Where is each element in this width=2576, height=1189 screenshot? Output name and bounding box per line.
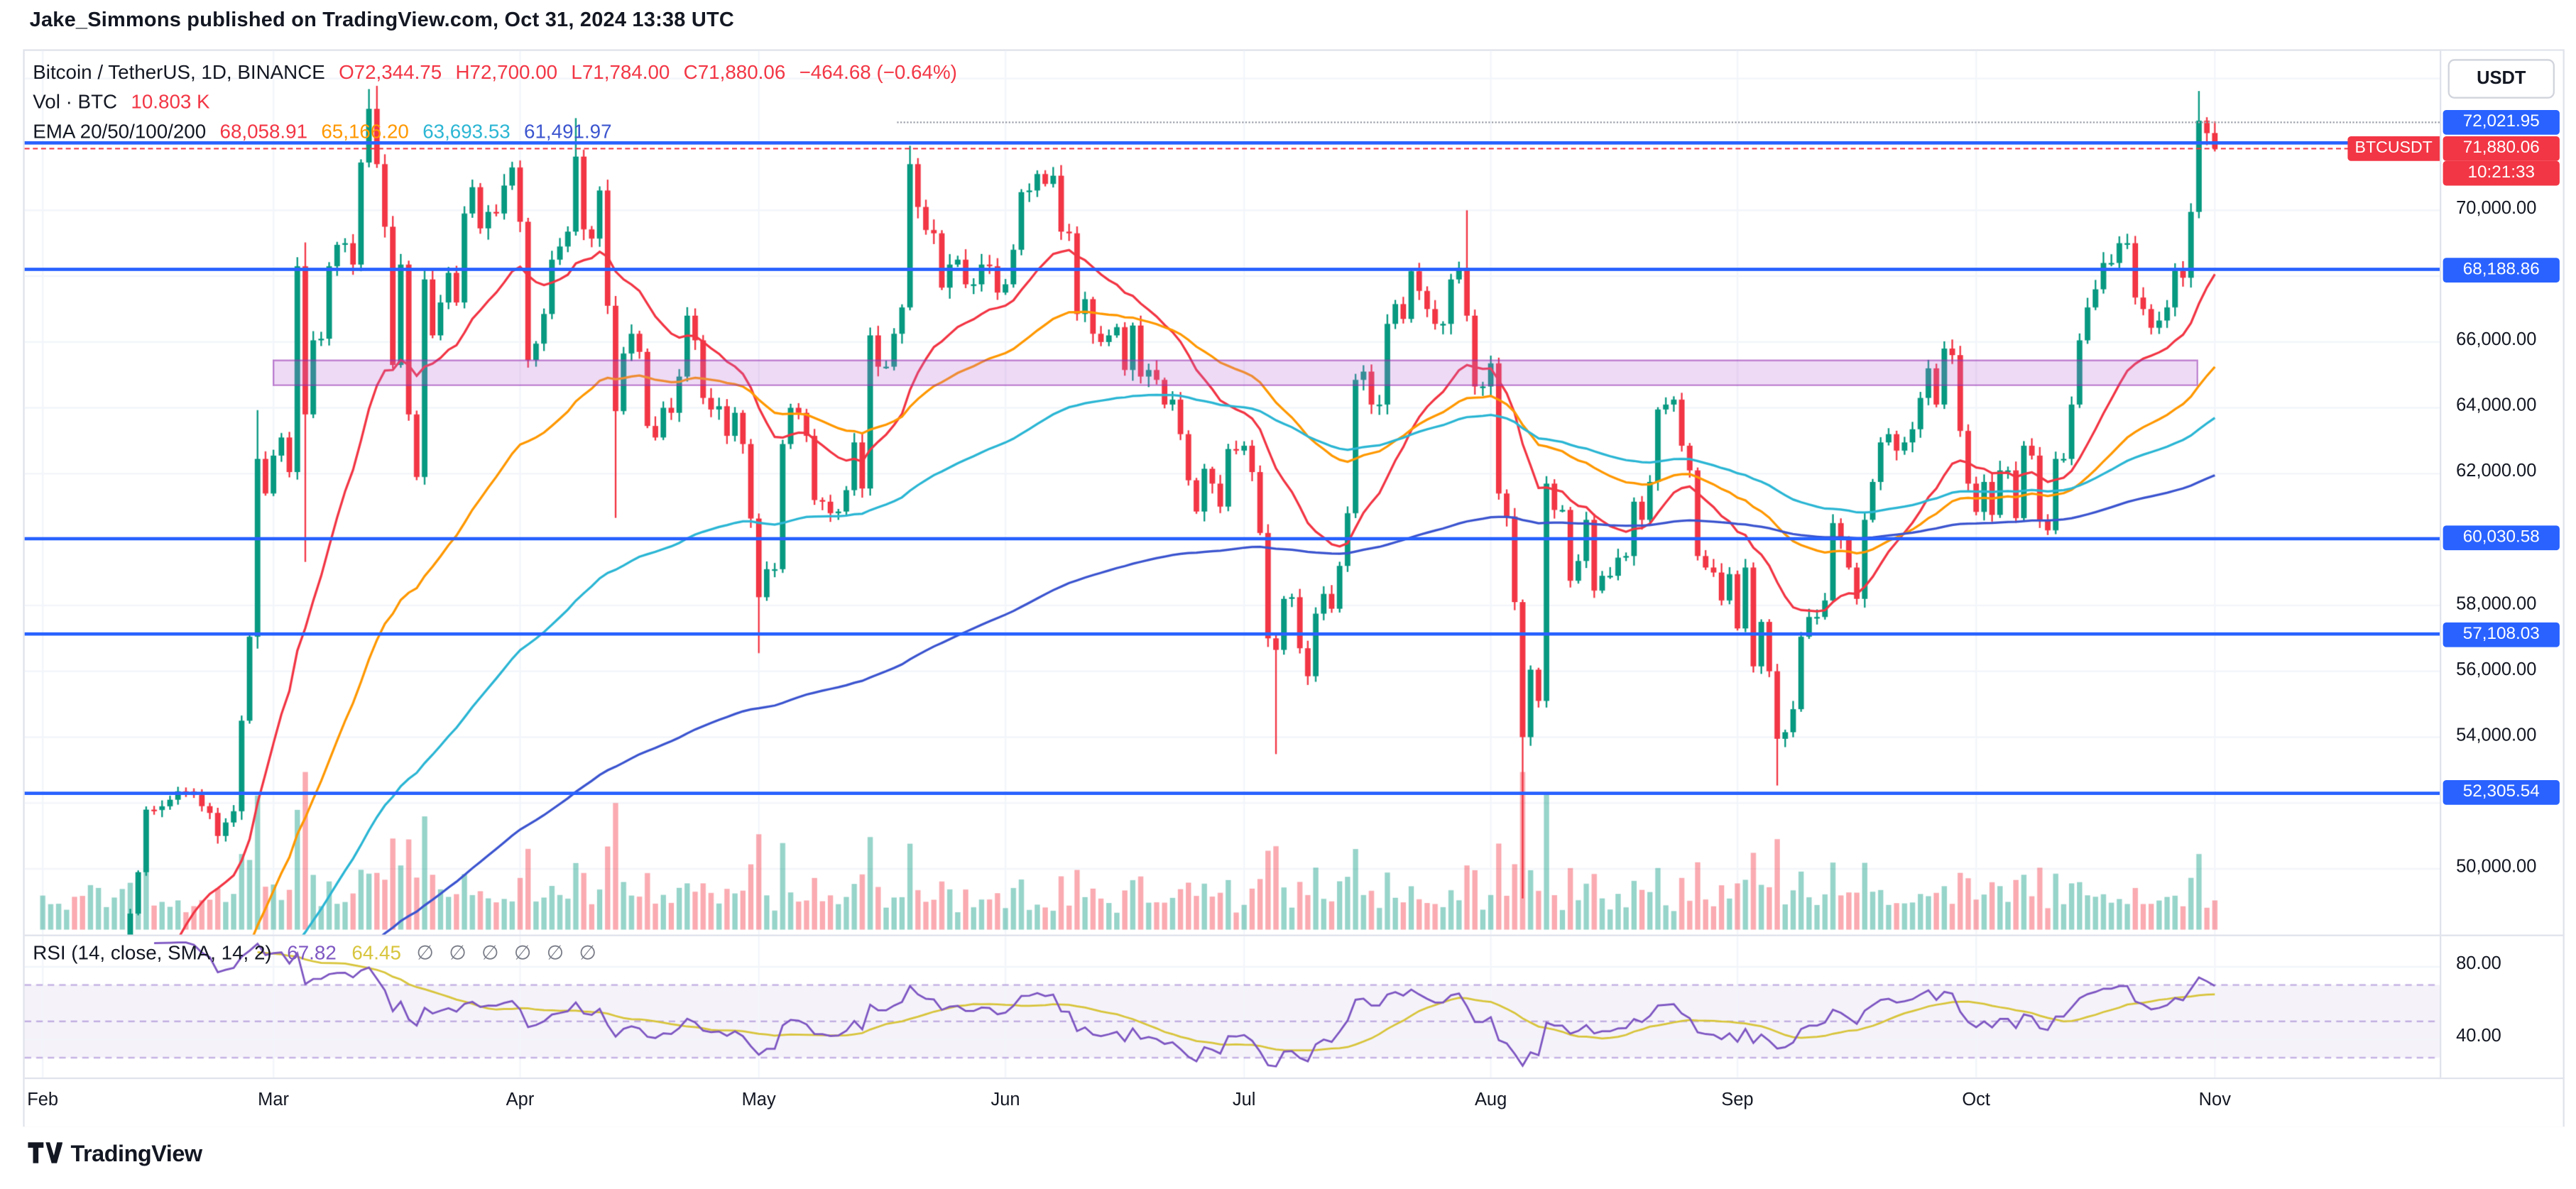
rsi-value-signal: 64.45 [351, 941, 401, 965]
horizontal-price-line[interactable] [24, 537, 2440, 540]
ohlc-change: −464.68 (−0.64%) [799, 60, 957, 84]
symbol-title[interactable]: Bitcoin / TetherUS, 1D, BINANCE [33, 60, 325, 84]
ema-value-20: 68,058.91 [219, 119, 308, 143]
legend-row-ema: EMA 20/50/100/200 68,058.91 65,166.20 63… [33, 116, 965, 146]
price-scale-label: 50,000.00 [2456, 857, 2537, 877]
ema-value-200: 61,491.97 [524, 119, 612, 143]
tradingview-logo-icon [28, 1141, 62, 1163]
tradingview-logo[interactable]: TradingView [28, 1140, 202, 1166]
horizontal-price-line[interactable] [24, 268, 2440, 272]
tradingview-wordmark: TradingView [70, 1139, 202, 1166]
price-chart-canvas[interactable] [24, 50, 2440, 935]
rsi-value-main: 67.82 [287, 941, 337, 965]
price-line-badge: 60,030.58 [2443, 526, 2560, 551]
rsi-scale-label: 40.00 [2456, 1026, 2501, 1046]
time-axis-label: May [741, 1090, 776, 1111]
ema-value-50: 65,166.20 [321, 119, 409, 143]
time-axis-label: Nov [2198, 1090, 2231, 1111]
ema-indicator-label[interactable]: EMA 20/50/100/200 [33, 119, 207, 143]
price-line-badge: 57,108.03 [2443, 622, 2560, 647]
price-scale[interactable]: USDT 70,000.00 66,000.00 64,000.00 62,000.0… [2439, 50, 2563, 1078]
price-scale-label: 64,000.00 [2456, 396, 2537, 417]
horizontal-price-line[interactable] [24, 632, 2440, 637]
volume-indicator-label[interactable]: Vol · BTC [33, 90, 118, 114]
time-axis-label: Sep [1721, 1090, 1754, 1111]
legend-row-symbol: Bitcoin / TetherUS, 1D, BINANCE O72,344.… [33, 57, 965, 87]
ohlc-open: O72,344.75 [339, 60, 442, 84]
last-price-badge: 71,880.06 [2443, 136, 2560, 161]
price-scale-label: 54,000.00 [2456, 725, 2537, 745]
time-axis-label: Jun [990, 1090, 1020, 1111]
ohlc-low: L71,784.00 [571, 60, 670, 84]
pane-divider [2441, 934, 2563, 936]
support-resistance-zone[interactable] [273, 360, 2199, 387]
time-axis[interactable]: Feb Mar Apr May Jun Jul Aug Sep Oct Nov [24, 1077, 2563, 1127]
time-axis-label: Apr [506, 1090, 535, 1111]
time-axis-label: Aug [1474, 1090, 1507, 1111]
price-line-badge: 72,021.95 [2443, 109, 2560, 135]
rsi-empty-value: ∅ [579, 941, 596, 965]
rsi-empty-value: ∅ [416, 941, 434, 965]
rsi-empty-value: ∅ [481, 941, 499, 965]
price-line-badge: 68,188.86 [2443, 257, 2560, 283]
publish-attribution: Jake_Simmons published on TradingView.co… [29, 8, 734, 31]
price-line-badge: 52,305.54 [2443, 780, 2560, 806]
rsi-chart-canvas[interactable] [24, 936, 2440, 1078]
horizontal-price-line[interactable] [24, 791, 2440, 795]
symbol-price-badge: BTCUSDT [2347, 136, 2440, 161]
rsi-indicator-label[interactable]: RSI (14, close, SMA, 14, 2) [33, 941, 272, 965]
countdown-badge: 10:21:33 [2443, 160, 2560, 185]
currency-toggle-button[interactable]: USDT [2447, 59, 2555, 99]
price-scale-label: 66,000.00 [2456, 330, 2537, 351]
last-price-line [24, 148, 2440, 150]
time-axis-label: Jul [1232, 1090, 1256, 1111]
horizontal-price-line[interactable] [24, 142, 2440, 146]
rsi-pane[interactable]: RSI (14, close, SMA, 14, 2) 67.82 64.45 … [24, 934, 2440, 1078]
main-legend: Bitcoin / TetherUS, 1D, BINANCE O72,344.… [33, 57, 965, 146]
rsi-scale-label: 80.00 [2456, 953, 2501, 974]
chart-widget: Bitcoin / TetherUS, 1D, BINANCE O72,344.… [23, 49, 2565, 1127]
main-price-pane[interactable]: Bitcoin / TetherUS, 1D, BINANCE O72,344.… [24, 50, 2440, 935]
rsi-legend: RSI (14, close, SMA, 14, 2) 67.82 64.45 … [33, 941, 606, 964]
price-scale-label: 62,000.00 [2456, 462, 2537, 482]
ema-value-100: 63,693.53 [422, 119, 511, 143]
price-scale-label: 56,000.00 [2456, 659, 2537, 680]
price-scale-label: 70,000.00 [2456, 198, 2537, 219]
rsi-empty-value: ∅ [513, 941, 532, 965]
rsi-empty-value: ∅ [546, 941, 564, 965]
ohlc-high: H72,700.00 [455, 60, 558, 84]
time-axis-label: Oct [1962, 1090, 1990, 1111]
ohlc-close: C71,880.06 [683, 60, 786, 84]
rsi-empty-value: ∅ [449, 941, 466, 965]
dotted-level-line [897, 121, 2440, 124]
time-axis-label: Mar [258, 1090, 290, 1111]
price-scale-label: 58,000.00 [2456, 593, 2537, 614]
time-axis-label: Feb [27, 1090, 59, 1111]
volume-value: 10.803 K [131, 90, 210, 114]
legend-row-volume: Vol · BTC 10.803 K [33, 87, 965, 117]
